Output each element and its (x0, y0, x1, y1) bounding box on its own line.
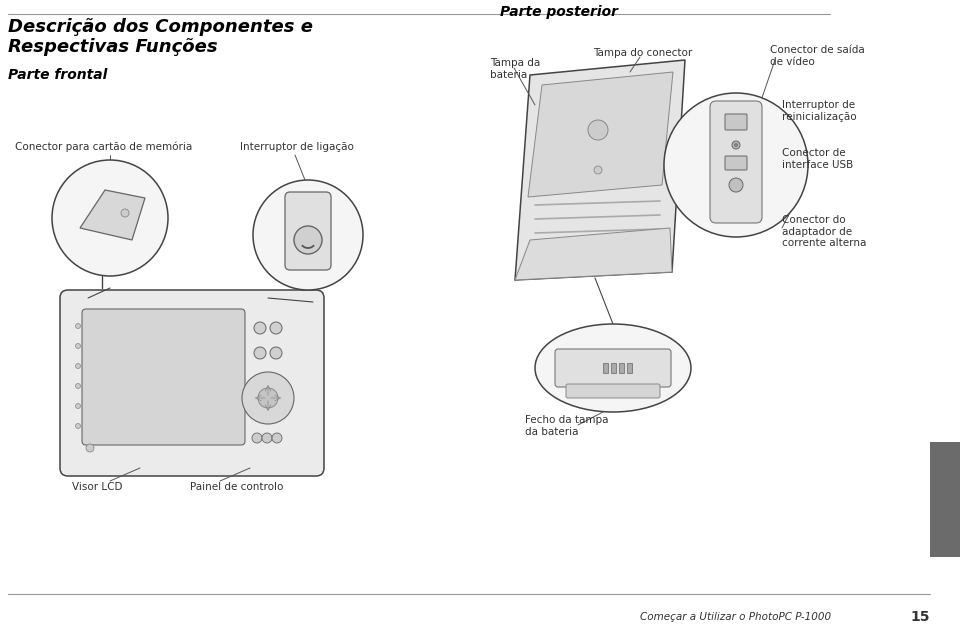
Text: BATT: BATT (578, 366, 591, 371)
Circle shape (76, 343, 81, 348)
Circle shape (253, 180, 363, 290)
FancyBboxPatch shape (611, 363, 616, 373)
Circle shape (734, 144, 737, 147)
FancyBboxPatch shape (725, 114, 747, 130)
Circle shape (252, 433, 262, 443)
Polygon shape (515, 60, 685, 280)
Text: Conector para cartão de memória: Conector para cartão de memória (15, 142, 192, 152)
Text: Português: Português (940, 468, 950, 531)
Text: Conector do
adaptador de
corrente alterna: Conector do adaptador de corrente altern… (782, 215, 866, 248)
FancyBboxPatch shape (603, 363, 608, 373)
Circle shape (52, 160, 168, 276)
Text: Tampa da
bateria: Tampa da bateria (490, 58, 540, 80)
FancyBboxPatch shape (619, 363, 624, 373)
Text: Conector de
interface USB: Conector de interface USB (782, 148, 853, 170)
Circle shape (76, 383, 81, 389)
Text: Fecho da tampa
da bateria: Fecho da tampa da bateria (525, 415, 609, 436)
Circle shape (294, 226, 322, 254)
Circle shape (258, 388, 278, 408)
Text: Descrição dos Componentes e: Descrição dos Componentes e (8, 18, 313, 36)
Circle shape (594, 166, 602, 174)
FancyBboxPatch shape (60, 290, 324, 476)
Circle shape (76, 323, 81, 329)
Circle shape (76, 403, 81, 408)
Ellipse shape (535, 324, 691, 412)
Text: Painel de controlo: Painel de controlo (190, 482, 283, 492)
Circle shape (729, 178, 743, 192)
FancyBboxPatch shape (627, 363, 632, 373)
Bar (930, 442, 960, 557)
Text: Interruptor de
reinicialização: Interruptor de reinicialização (782, 100, 856, 122)
Circle shape (254, 322, 266, 334)
Circle shape (121, 209, 129, 217)
Circle shape (270, 347, 282, 359)
Circle shape (262, 433, 272, 443)
Circle shape (732, 141, 740, 149)
Circle shape (588, 120, 608, 140)
Circle shape (664, 93, 808, 237)
Circle shape (254, 347, 266, 359)
FancyBboxPatch shape (725, 156, 747, 170)
Text: Parte posterior: Parte posterior (500, 5, 618, 19)
Circle shape (76, 364, 81, 369)
Circle shape (270, 322, 282, 334)
Text: Conector de saída
de vídeo: Conector de saída de vídeo (770, 45, 865, 66)
Circle shape (272, 433, 282, 443)
FancyBboxPatch shape (555, 349, 671, 387)
FancyBboxPatch shape (82, 309, 245, 445)
FancyBboxPatch shape (710, 101, 762, 223)
Circle shape (86, 444, 94, 452)
Text: Começar a Utilizar o PhotoPC P-1000: Começar a Utilizar o PhotoPC P-1000 (640, 612, 831, 622)
Text: Respectivas Funções: Respectivas Funções (8, 38, 218, 56)
Text: 15: 15 (910, 610, 929, 624)
Circle shape (76, 424, 81, 429)
FancyBboxPatch shape (566, 384, 660, 398)
Text: Interruptor de ligação: Interruptor de ligação (240, 142, 354, 152)
Polygon shape (80, 190, 145, 240)
Polygon shape (515, 228, 672, 280)
Polygon shape (528, 72, 673, 197)
FancyBboxPatch shape (285, 192, 331, 270)
Text: Tampa do conector: Tampa do conector (593, 48, 692, 58)
Text: Parte frontal: Parte frontal (8, 68, 108, 82)
Text: OPEN: OPEN (643, 366, 658, 371)
Circle shape (242, 372, 294, 424)
Text: Visor LCD: Visor LCD (72, 482, 123, 492)
